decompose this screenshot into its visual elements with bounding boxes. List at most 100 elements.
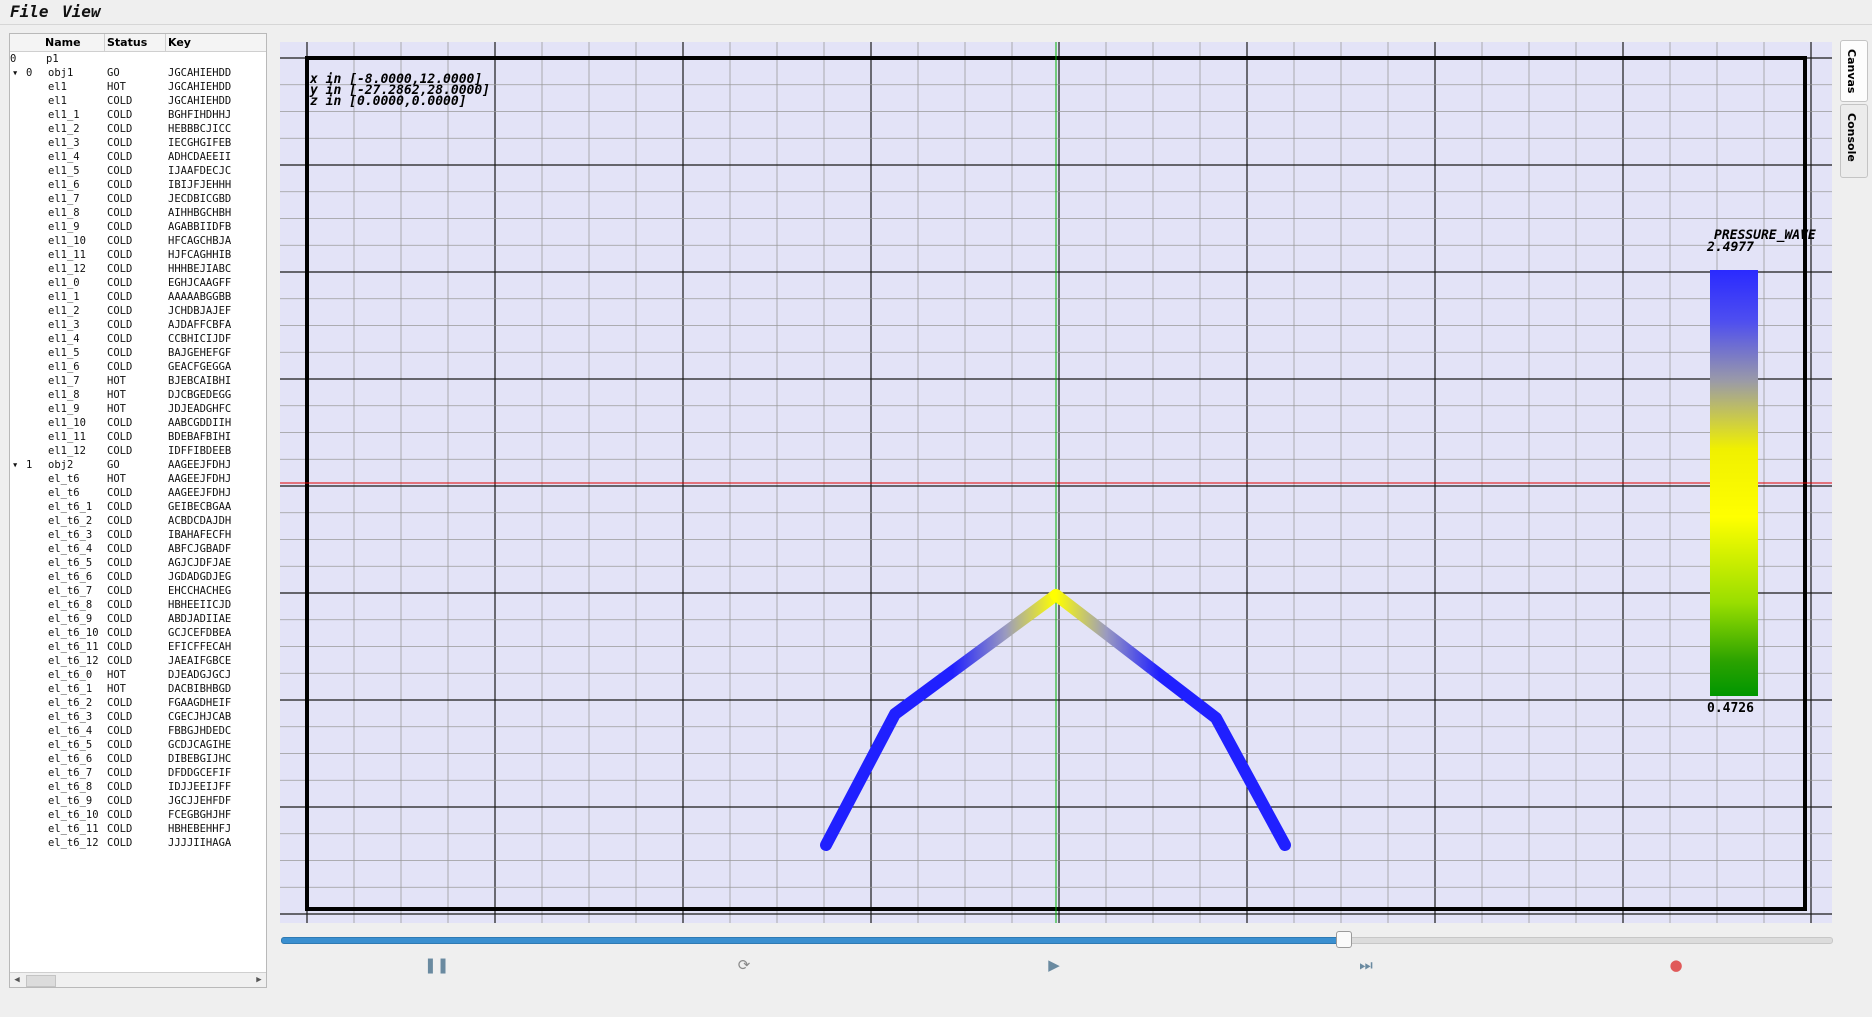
timeline-slider-handle[interactable]: [1335, 931, 1352, 948]
scroll-left-icon[interactable]: ◀: [14, 975, 20, 985]
tree-row[interactable]: el1 COLD JGCAHIEHDD: [10, 94, 266, 108]
refresh-icon[interactable]: ⟳: [737, 956, 751, 974]
tree-row[interactable]: el1_11 COLD HJFCAGHHIB: [10, 248, 266, 262]
row-key: AIHHBGCHBH: [168, 207, 232, 219]
tree-row[interactable]: el_t6_6 COLD JGDADGDJEG: [10, 570, 266, 584]
row-status: COLD: [107, 347, 133, 359]
tree-row[interactable]: el1_1 COLD BGHFIHDHHJ: [10, 108, 266, 122]
tree-row[interactable]: el1_9 HOT JDJEADGHFC: [10, 402, 266, 416]
tree-row[interactable]: el_t6_7 COLD DFDDGCEFIF: [10, 766, 266, 780]
tree-row[interactable]: el1_2 COLD HEBBBCJICC: [10, 122, 266, 136]
tree-row[interactable]: el_t6_4 COLD FBBGJHDEDC: [10, 724, 266, 738]
tree-row[interactable]: el_t6_6 COLD DIBEBGIJHC: [10, 752, 266, 766]
tree-row[interactable]: el_t6 HOT AAGEEJFDHJ: [10, 472, 266, 486]
tree-row[interactable]: el_t6_12 COLD JAEAIFGBCE: [10, 654, 266, 668]
row-status: HOT: [107, 403, 126, 415]
play-icon[interactable]: ▶: [1048, 956, 1060, 974]
tree-row[interactable]: el1_8 HOT DJCBGEDEGG: [10, 388, 266, 402]
tree-row[interactable]: el1_12 COLD IDFFIBDEEB: [10, 444, 266, 458]
tree-row[interactable]: el1_0 COLD EGHJCAAGFF: [10, 276, 266, 290]
plot-canvas[interactable]: [280, 42, 1832, 923]
skip-end-icon[interactable]: ⏭: [1359, 956, 1373, 974]
expand-toggle-icon[interactable]: ▾: [12, 459, 19, 471]
tree-row[interactable]: el1_5 COLD IJAAFDECJC: [10, 164, 266, 178]
tree-row[interactable]: el_t6_10 COLD FCEGBGHJHF: [10, 808, 266, 822]
tree-row[interactable]: el_t6_1 COLD GEIBECBGAA: [10, 500, 266, 514]
tree-row[interactable]: el1_5 COLD BAJGEHEFGF: [10, 346, 266, 360]
row-key: AAGEEJFDHJ: [168, 487, 232, 499]
tree-row[interactable]: el_t6_7 COLD EHCCHACHEG: [10, 584, 266, 598]
tree-row[interactable]: 0 p1: [10, 52, 266, 66]
tree-row[interactable]: el_t6_5 COLD GCDJCAGIHE: [10, 738, 266, 752]
row-name: el1_3: [48, 319, 80, 331]
row-name: el_t6_4: [48, 543, 93, 555]
tree-row[interactable]: el1_6 COLD GEACFGEGGA: [10, 360, 266, 374]
stop-icon[interactable]: ●: [1669, 956, 1683, 974]
row-status: COLD: [107, 655, 133, 667]
row-key: BGHFIHDHHJ: [168, 109, 232, 121]
row-status: GO: [107, 67, 120, 79]
column-status-header[interactable]: Status: [107, 36, 148, 49]
tree-row[interactable]: el_t6_2 COLD ACBDCDAJDH: [10, 514, 266, 528]
row-status: COLD: [107, 809, 133, 821]
column-name-header[interactable]: Name: [45, 36, 81, 49]
tree-row[interactable]: el_t6 COLD AAGEEJFDHJ: [10, 486, 266, 500]
tree-row[interactable]: el_t6_3 COLD IBAHAFECFH: [10, 528, 266, 542]
tree-row[interactable]: el_t6_2 COLD FGAAGDHEIF: [10, 696, 266, 710]
row-name: el_t6: [48, 473, 80, 485]
tree-row[interactable]: el_t6_11 COLD HBHEBEHHFJ: [10, 822, 266, 836]
tree-row[interactable]: el_t6_12 COLD JJJJIIHAGA: [10, 836, 266, 850]
y-range-text: y in [-27.2862,28.0000]: [310, 83, 491, 98]
row-key: ADHCDAEEII: [168, 151, 232, 163]
scrollbar-thumb[interactable]: [26, 975, 56, 987]
tree-row[interactable]: el1_4 COLD CCBHICIJDF: [10, 332, 266, 346]
tree-row[interactable]: el1_6 COLD IBIJFJEHHH: [10, 178, 266, 192]
horizontal-scrollbar[interactable]: ◀ ▶: [10, 972, 266, 987]
row-status: COLD: [107, 361, 133, 373]
tree-row[interactable]: 0 ▾ obj1 GO JGCAHIEHDD: [10, 66, 266, 80]
row-key: ABDJADIIAE: [168, 613, 232, 625]
tree-row[interactable]: el1_12 COLD HHHBEJIABC: [10, 262, 266, 276]
tree-row[interactable]: el_t6_11 COLD EFICFFECAH: [10, 640, 266, 654]
tree-row[interactable]: el1_10 COLD HFCAGCHBJA: [10, 234, 266, 248]
tree-row[interactable]: el1 HOT JGCAHIEHDD: [10, 80, 266, 94]
tree-row[interactable]: el_t6_5 COLD AGJCJDFJAE: [10, 556, 266, 570]
tree-row[interactable]: el_t6_0 HOT DJEADGJGCJ: [10, 668, 266, 682]
tree-row[interactable]: el1_7 COLD JECDBICGBD: [10, 192, 266, 206]
tree-row[interactable]: el1_2 COLD JCHDBJAJEF: [10, 304, 266, 318]
pause-icon[interactable]: ❚❚: [424, 956, 450, 974]
tree-row[interactable]: el_t6_8 COLD IDJJEEIJFF: [10, 780, 266, 794]
tree-row[interactable]: el1_1 COLD AAAAABGGBB: [10, 290, 266, 304]
row-name: el1_2: [48, 305, 80, 317]
tree-row[interactable]: el_t6_10 COLD GCJCEFDBEA: [10, 626, 266, 640]
tree-row[interactable]: el1_9 COLD AGABBIIDFB: [10, 220, 266, 234]
object-tree-panel: Name Status Key 0 p1 0 ▾ obj1 GO JGCAHIEHDD el1…: [9, 33, 267, 988]
tree-row[interactable]: el_t6_9 COLD ABDJADIIAE: [10, 612, 266, 626]
row-key: HEBBBCJICC: [168, 123, 232, 135]
tree-row[interactable]: el1_10 COLD AABCGDDIIH: [10, 416, 266, 430]
tree-row[interactable]: el_t6_9 COLD JGCJJEHFDF: [10, 794, 266, 808]
tree-row[interactable]: el_t6_8 COLD HBHEEIICJD: [10, 598, 266, 612]
tree-row[interactable]: el1_3 COLD IECGHGIFEB: [10, 136, 266, 150]
row-key: CGECJHJCAB: [168, 711, 232, 723]
tree-row[interactable]: el1_11 COLD BDEBAFBIHI: [10, 430, 266, 444]
menu-file[interactable]: File: [10, 2, 49, 21]
row-key: ABFCJGBADF: [168, 543, 232, 555]
row-key: HBHEEIICJD: [168, 599, 232, 611]
tab-canvas[interactable]: Canvas: [1840, 40, 1868, 102]
tree-row[interactable]: el1_7 HOT BJEBCAIBHI: [10, 374, 266, 388]
expand-toggle-icon[interactable]: ▾: [12, 67, 19, 79]
tree-row[interactable]: el1_4 COLD ADHCDAEEII: [10, 150, 266, 164]
tree-row[interactable]: el_t6_1 HOT DACBIBHBGD: [10, 682, 266, 696]
column-key-header[interactable]: Key: [168, 36, 191, 49]
row-key: FCEGBGHJHF: [168, 809, 232, 821]
tab-console[interactable]: Console: [1840, 104, 1868, 178]
tree-row[interactable]: el_t6_4 COLD ABFCJGBADF: [10, 542, 266, 556]
scroll-right-icon[interactable]: ▶: [256, 975, 262, 985]
tree-row[interactable]: el1_8 COLD AIHHBGCHBH: [10, 206, 266, 220]
tree-row[interactable]: el_t6_3 COLD CGECJHJCAB: [10, 710, 266, 724]
menu-view[interactable]: View: [62, 2, 101, 21]
tree-row[interactable]: 1 ▾ obj2 GO AAGEEJFDHJ: [10, 458, 266, 472]
tree-row[interactable]: el1_3 COLD AJDAFFCBFA: [10, 318, 266, 332]
row-name: el1_2: [48, 123, 80, 135]
